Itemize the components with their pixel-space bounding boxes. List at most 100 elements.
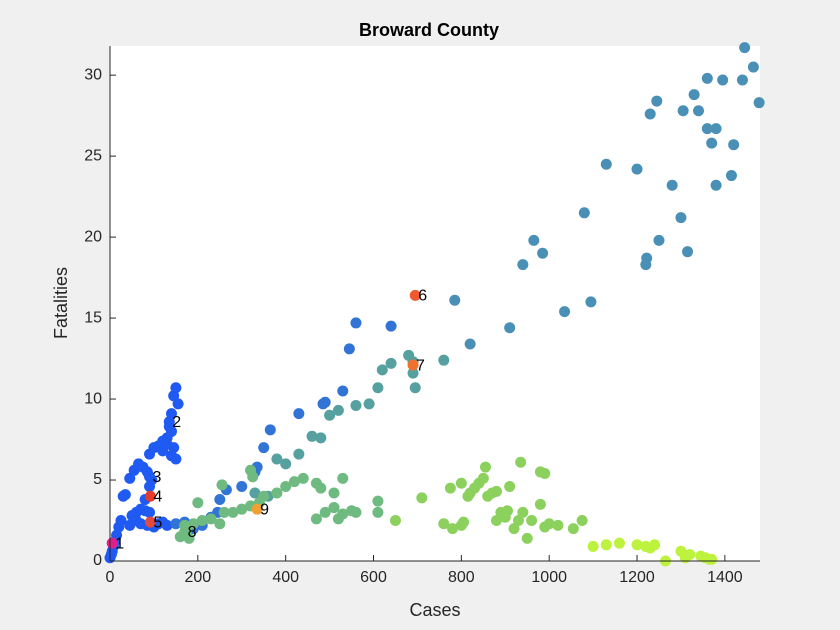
point [521,532,533,544]
point [587,540,599,552]
point [644,108,656,120]
x-axis-label: Cases [409,600,460,620]
point [567,523,579,535]
point [214,493,226,505]
x-tick-label: 1200 [619,569,655,586]
point [501,505,513,517]
point [504,481,516,493]
point [717,74,729,86]
point [161,519,173,531]
point [585,296,597,308]
point [706,137,718,149]
annotation-label: 3 [153,469,162,486]
point [576,515,588,527]
point [677,105,689,117]
point [512,515,524,527]
point [363,398,375,410]
point [710,123,722,135]
point [504,322,516,334]
point [310,513,322,525]
point [515,456,527,468]
point [192,497,204,509]
point [187,518,199,530]
point [653,234,665,246]
point [528,234,540,246]
y-tick-label: 0 [93,552,102,569]
point [332,404,344,416]
point [376,364,388,376]
point [218,506,230,518]
point [537,247,549,259]
point [641,252,653,264]
point [115,515,127,527]
point [464,338,476,350]
point [517,259,529,271]
point [613,537,625,549]
point [710,179,722,191]
point [372,506,384,518]
y-tick-label: 10 [84,390,102,407]
point [389,515,401,527]
point [372,495,384,507]
point [170,453,182,465]
point [236,481,248,493]
annotation-marker [163,416,175,428]
point [385,320,397,332]
annotation-marker [144,490,156,502]
point [372,382,384,394]
point [409,382,421,394]
annotation-label: 6 [418,288,427,305]
point [539,468,551,480]
point [319,396,331,408]
point [172,398,184,410]
point [490,515,502,527]
point [293,408,305,420]
point [350,400,362,412]
point [315,432,327,444]
annotation-label: 2 [172,414,181,431]
annotation-label: 7 [416,357,425,374]
point [449,294,461,306]
point [559,306,571,318]
point [385,357,397,369]
point [161,438,173,450]
point [534,498,546,510]
point [214,518,226,530]
point [477,472,489,484]
point [438,354,450,366]
point [196,515,208,527]
point [444,482,456,494]
annotation-marker [407,359,419,371]
point [328,487,340,499]
point [631,539,643,551]
annotation-marker [179,526,191,538]
x-tick-label: 1000 [531,569,567,586]
annotation-marker [106,537,118,549]
point [416,492,428,504]
point [480,461,492,473]
point [271,453,283,465]
plot-area [110,46,760,561]
x-tick-label: 0 [106,569,115,586]
annotation-label: 4 [153,488,162,505]
annotation-marker [409,289,421,301]
annotation-marker [251,503,263,515]
point [739,42,751,54]
annotation-label: 8 [188,524,197,541]
point [578,207,590,219]
point [682,246,694,258]
point [337,385,349,397]
point [753,97,765,109]
x-tick-label: 1400 [707,569,743,586]
point [144,481,156,493]
point [350,506,362,518]
point [688,89,700,101]
point [552,519,564,531]
y-tick-label: 30 [84,66,102,83]
point [170,382,182,394]
annotation-label: 5 [153,514,162,531]
point [236,503,248,515]
point [407,367,419,379]
point [343,343,355,355]
marks: 1 2 3 4 5 6 7 8 9 [104,42,765,567]
